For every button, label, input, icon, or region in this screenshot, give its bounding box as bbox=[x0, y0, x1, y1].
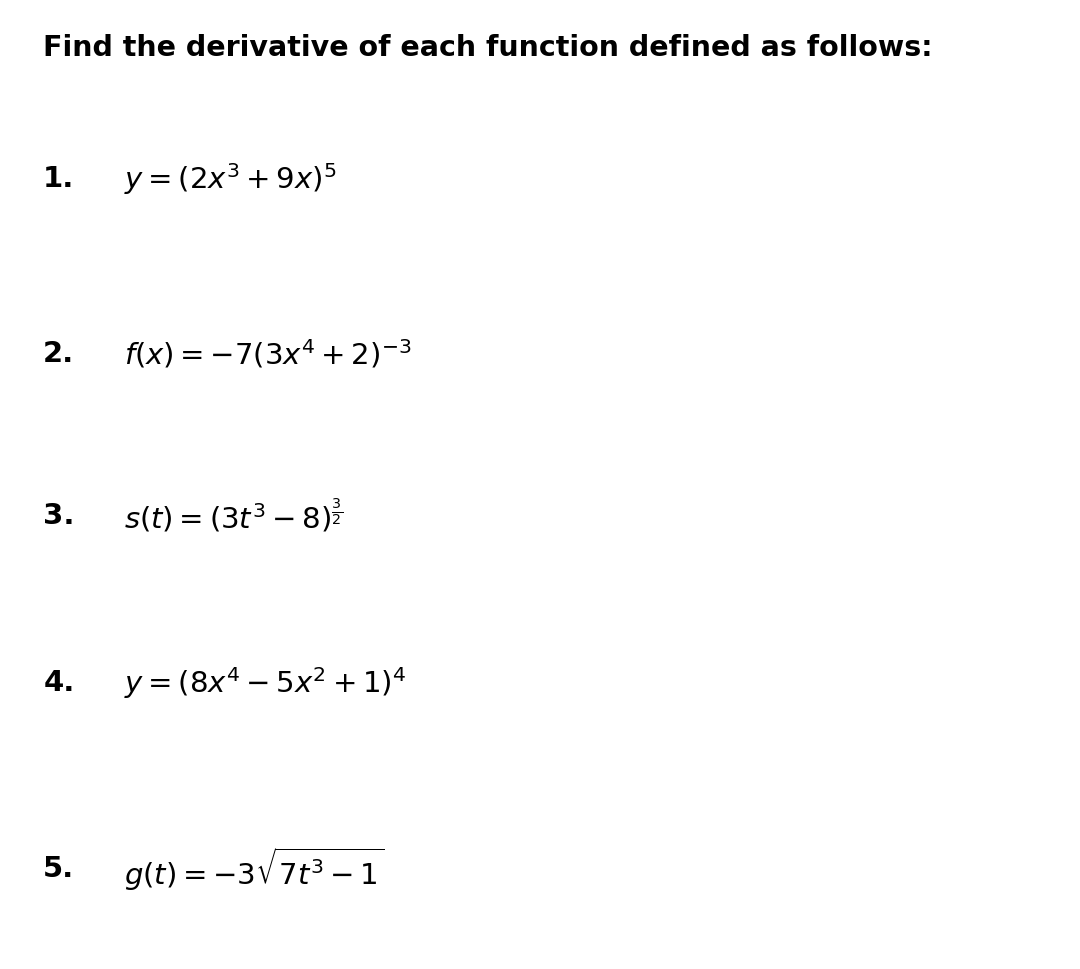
Text: 1.: 1. bbox=[43, 166, 75, 193]
Text: $y = (2x^3 + 9x)^5$: $y = (2x^3 + 9x)^5$ bbox=[124, 161, 337, 198]
Text: Find the derivative of each function defined as follows:: Find the derivative of each function def… bbox=[43, 34, 933, 62]
Text: 4.: 4. bbox=[43, 670, 75, 697]
Text: 5.: 5. bbox=[43, 856, 75, 883]
Text: $y = (8x^4 - 5x^2 + 1)^4$: $y = (8x^4 - 5x^2 + 1)^4$ bbox=[124, 665, 406, 702]
Text: $g(t) = {-3}\sqrt{7t^3 - 1}$: $g(t) = {-3}\sqrt{7t^3 - 1}$ bbox=[124, 845, 384, 893]
Text: 2.: 2. bbox=[43, 340, 75, 367]
Text: $f(x) = {-7}(3x^4 + 2)^{-3}$: $f(x) = {-7}(3x^4 + 2)^{-3}$ bbox=[124, 337, 411, 370]
Text: 3.: 3. bbox=[43, 502, 75, 529]
Text: $s(t) = (3t^3 - 8)^{\frac{3}{2}}$: $s(t) = (3t^3 - 8)^{\frac{3}{2}}$ bbox=[124, 497, 343, 534]
